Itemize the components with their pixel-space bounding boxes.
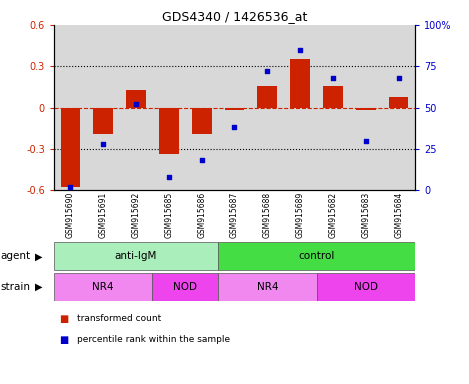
Bar — [120, 25, 152, 190]
Bar — [54, 25, 87, 190]
Bar — [152, 25, 185, 190]
Point — [165, 174, 173, 180]
FancyBboxPatch shape — [218, 243, 415, 270]
Text: transformed count: transformed count — [77, 314, 162, 323]
Bar — [356, 108, 376, 110]
Text: NOD: NOD — [173, 282, 197, 292]
Point — [231, 124, 238, 131]
FancyBboxPatch shape — [218, 273, 317, 301]
Bar — [257, 86, 277, 108]
Bar — [382, 25, 415, 190]
Text: ▶: ▶ — [35, 251, 43, 262]
Text: ▶: ▶ — [35, 282, 43, 292]
Bar — [87, 25, 120, 190]
Text: control: control — [298, 251, 335, 262]
Point — [296, 46, 304, 53]
Bar — [61, 108, 80, 187]
Bar — [290, 60, 310, 108]
Bar — [317, 25, 349, 190]
Bar — [349, 25, 382, 190]
Bar — [126, 89, 146, 108]
Point — [329, 75, 337, 81]
Point — [67, 184, 74, 190]
FancyBboxPatch shape — [54, 273, 152, 301]
Text: percentile rank within the sample: percentile rank within the sample — [77, 335, 230, 344]
FancyBboxPatch shape — [152, 273, 218, 301]
Bar — [225, 108, 244, 110]
FancyBboxPatch shape — [317, 273, 415, 301]
Text: strain: strain — [0, 282, 30, 292]
Bar — [251, 25, 284, 190]
Point — [198, 157, 205, 164]
Bar — [218, 25, 251, 190]
Bar — [159, 108, 179, 154]
Bar — [185, 25, 218, 190]
Bar — [93, 108, 113, 134]
Point — [395, 75, 402, 81]
Text: GDS4340 / 1426536_at: GDS4340 / 1426536_at — [162, 10, 307, 23]
Text: agent: agent — [0, 251, 30, 262]
Point — [132, 101, 140, 107]
Bar — [323, 86, 343, 108]
Point — [362, 137, 370, 144]
Text: NR4: NR4 — [257, 282, 278, 292]
Text: ■: ■ — [59, 314, 68, 324]
Bar — [192, 108, 212, 134]
Point — [99, 141, 107, 147]
Text: anti-IgM: anti-IgM — [115, 251, 157, 262]
Text: NR4: NR4 — [92, 282, 114, 292]
Bar — [389, 96, 408, 108]
Bar — [284, 25, 317, 190]
FancyBboxPatch shape — [54, 243, 218, 270]
Text: ■: ■ — [59, 335, 68, 345]
Text: NOD: NOD — [354, 282, 378, 292]
Point — [264, 68, 271, 74]
